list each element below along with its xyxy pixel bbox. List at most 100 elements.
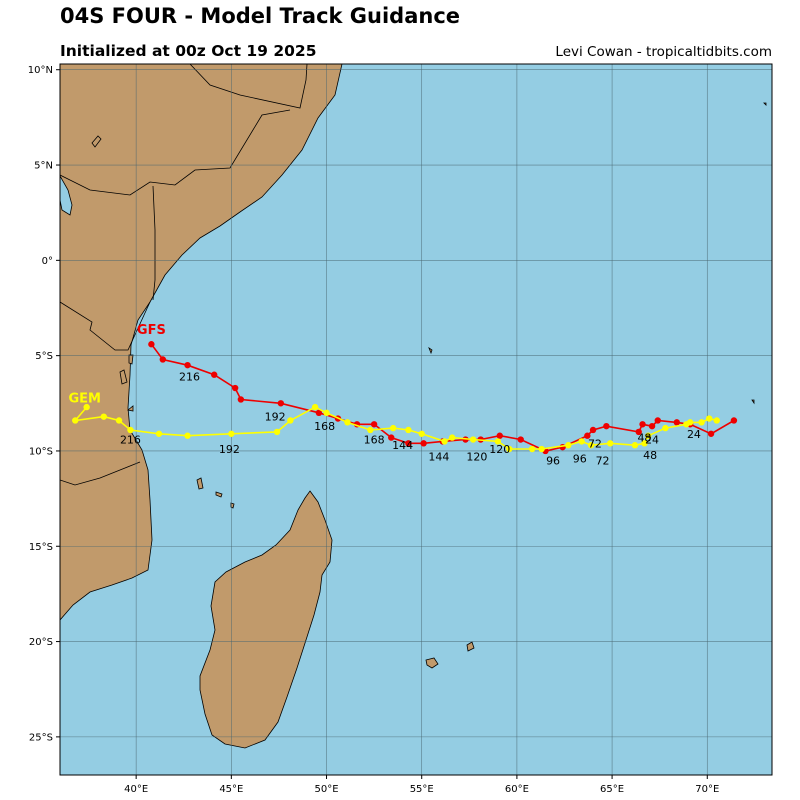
gem-track-point <box>713 417 720 424</box>
gem-track-point <box>115 417 123 424</box>
gfs-track-point <box>648 422 656 430</box>
lon-tick-label: 55°E <box>410 784 434 795</box>
lon-tick-label: 45°E <box>219 784 243 795</box>
gfs-forecast-hour-label: 192 <box>265 411 286 424</box>
gem-track-point <box>418 430 425 437</box>
gfs-track-point <box>277 400 285 407</box>
gem-track-point <box>631 442 639 449</box>
gem-track-point <box>565 442 572 449</box>
gfs-track-point <box>231 384 239 392</box>
gem-model-name-label: GEM <box>68 392 101 407</box>
gem-forecast-hour-label: 192 <box>219 443 240 456</box>
gfs-forecast-hour-label: 96 <box>546 454 560 467</box>
diego-garcia-island <box>751 399 755 405</box>
gfs-track-point <box>184 361 191 369</box>
africa-landmass <box>60 64 343 621</box>
track-labels: 24487296120144168192216GFS24487296120144… <box>68 323 700 468</box>
gfs-forecast-hour-label: 144 <box>392 439 413 452</box>
gem-track-point <box>538 445 545 453</box>
gfs-track-point <box>584 432 591 439</box>
comoros-island <box>230 502 235 509</box>
gem-track-point <box>578 438 585 445</box>
lat-tick-label: 10°S <box>29 446 53 457</box>
gem-track-point <box>273 428 281 436</box>
lat-tick-label: 10°N <box>28 65 53 76</box>
gem-track-point <box>72 417 79 424</box>
gfs-track-point <box>420 440 427 447</box>
lat-tick-label: 20°S <box>29 637 53 648</box>
gfs-track-point <box>237 396 245 403</box>
lon-tick-label: 50°E <box>315 784 339 795</box>
pemba-island <box>128 354 134 365</box>
credit-text: Levi Cowan - tropicaltidbits.com <box>555 44 772 60</box>
gfs-track-point <box>730 417 738 424</box>
gfs-forecast-hour-label: 168 <box>314 420 335 433</box>
lat-tick-label: 25°S <box>29 732 53 743</box>
gem-track-point <box>494 438 502 445</box>
socotra-island <box>91 135 102 148</box>
gem-track-point <box>389 424 397 432</box>
gfs-track-point <box>635 428 642 436</box>
gem-track-point <box>83 403 90 411</box>
lat-tick-label: 5°S <box>35 351 53 362</box>
gem-forecast-hour-label: 72 <box>596 454 610 467</box>
gem-track-point <box>311 403 319 411</box>
gem-track-point <box>100 413 107 420</box>
gfs-track-point <box>517 436 524 443</box>
gem-track-point <box>506 445 513 453</box>
gfs-forecast-hour-label: 120 <box>489 443 510 456</box>
gem-forecast-hour-label: 24 <box>645 434 659 447</box>
gfs-track-point <box>673 419 681 426</box>
gem-forecast-hour-label: 48 <box>643 449 657 462</box>
lake-victoria <box>60 175 73 216</box>
gfs-track-point <box>707 430 715 437</box>
gem-track-point <box>528 445 536 453</box>
gem-track-point <box>323 409 330 417</box>
model-tracks <box>72 341 738 455</box>
gem-forecast-hour-label: 96 <box>573 453 587 466</box>
lon-tick-label: 40°E <box>124 784 148 795</box>
gem-track-point <box>645 432 652 439</box>
country-borders <box>60 64 308 486</box>
lat-tick-label: 0° <box>42 256 53 267</box>
page-title: 04S FOUR - Model Track Guidance <box>60 4 461 28</box>
lat-tick-label: 5°N <box>34 161 53 172</box>
gem-track-point <box>344 419 351 426</box>
gfs-track-point <box>370 421 378 428</box>
gfs-track-point <box>496 432 503 439</box>
gem-forecast-hour-label: 120 <box>466 451 487 464</box>
madagascar-landmass <box>199 490 333 749</box>
axis-ticks: 40°E 45°E 50°E 55°E 60°E 65°E 70°E 10°N 5°N 0° 5°S… <box>28 65 720 795</box>
gfs-track-point <box>639 421 646 428</box>
gfs-forecast-hour-label: 24 <box>687 428 701 441</box>
lat-lon-grid <box>60 64 772 775</box>
gem-track-point <box>469 436 477 443</box>
gem-track-point <box>606 440 614 447</box>
gem-track-point <box>662 424 669 432</box>
landmasses <box>60 64 767 749</box>
gfs-track-point <box>388 434 395 441</box>
gem-track-point <box>641 440 648 447</box>
gem-track-point <box>367 426 374 434</box>
gfs-track-point <box>603 422 610 430</box>
seychelles-island <box>428 346 433 355</box>
gem-track-point <box>587 442 595 449</box>
gfs-track-point <box>159 356 167 363</box>
gfs-forecast-hour-label: 216 <box>179 371 200 384</box>
gem-track-point <box>127 426 134 434</box>
gfs-forecast-hour-label: 72 <box>588 437 602 450</box>
gem-track-point <box>448 434 456 441</box>
reunion-island <box>425 657 439 669</box>
comoros-island <box>196 477 204 490</box>
gem-forecast-hour-label: 168 <box>364 434 385 447</box>
lat-tick-label: 15°S <box>29 542 53 553</box>
comoros-island <box>215 491 223 498</box>
zanzibar-island <box>119 369 128 385</box>
gfs-forecast-hour-label: 48 <box>637 432 651 445</box>
gfs-track-point <box>405 440 412 447</box>
gem-track-point <box>405 426 412 434</box>
gem-track-point <box>705 415 713 422</box>
gfs-model-name-label: GFS <box>137 323 166 338</box>
map-frame <box>59 63 773 776</box>
